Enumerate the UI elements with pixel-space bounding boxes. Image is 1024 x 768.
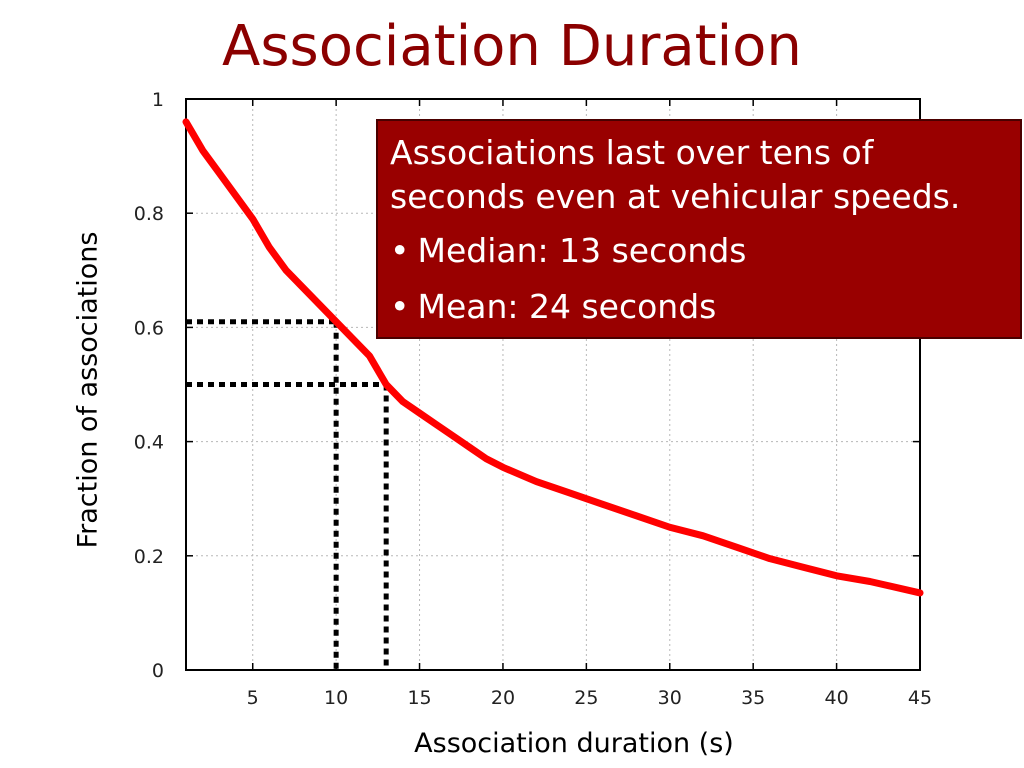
x-tick-label: 25: [574, 687, 598, 709]
x-tick-label: 20: [491, 687, 515, 709]
x-tick-label: 15: [407, 687, 431, 709]
mean-text: Mean: 24 seconds: [417, 287, 717, 326]
callout-bullet-median: • Median: 13 seconds: [390, 229, 1008, 273]
y-tick-label: 1: [152, 89, 164, 111]
axis-ticks: 5 10 15 20 25 30 35 40 45 0 0.2 0.4 0.6 0.8 1: [134, 89, 932, 709]
y-tick-label: 0.6: [134, 317, 164, 339]
cdf-curve: [182, 118, 924, 597]
x-tick-label: 30: [658, 687, 682, 709]
y-tick-label: 0.8: [134, 203, 164, 225]
x-tick-label: 45: [908, 687, 932, 709]
y-axis-label: Fraction of associations: [72, 231, 104, 549]
x-tick-label: 40: [824, 687, 848, 709]
x-tick-label: 35: [741, 687, 765, 709]
callout-bullet-mean: • Mean: 24 seconds: [390, 285, 1008, 329]
slide-title: Association Duration: [222, 14, 802, 79]
bullet-icon: •: [390, 231, 410, 270]
y-tick-label: 0.2: [134, 546, 164, 568]
median-text: Median: 13 seconds: [417, 231, 747, 270]
reference-lines: [186, 319, 389, 670]
x-tick-label: 10: [324, 687, 348, 709]
callout-bullet-list: • Median: 13 seconds • Mean: 24 seconds: [390, 229, 1008, 329]
key-findings-callout: Associations last over tens of seconds e…: [376, 119, 1022, 339]
callout-text: Associations last over tens of seconds e…: [390, 133, 961, 216]
y-tick-label: 0.4: [134, 432, 164, 454]
bullet-icon: •: [390, 287, 410, 326]
x-tick-label: 5: [247, 687, 259, 709]
x-axis-label: Association duration (s): [414, 728, 734, 759]
y-tick-label: 0: [152, 660, 164, 682]
